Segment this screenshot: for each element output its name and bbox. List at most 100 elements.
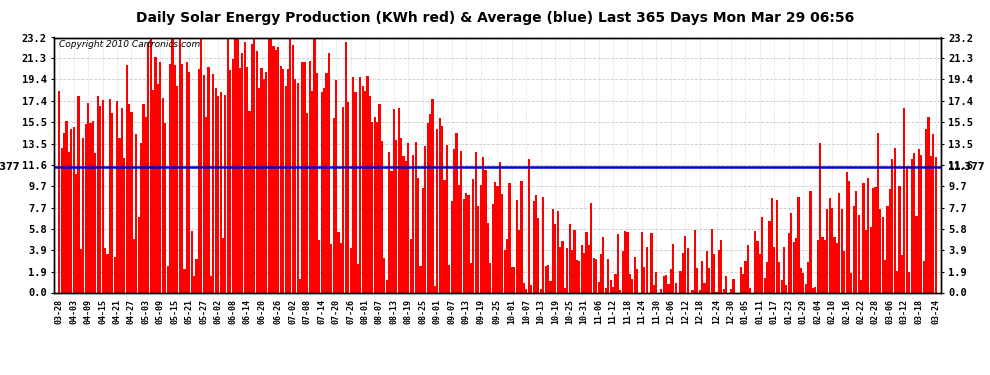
Bar — [862, 183, 864, 292]
Bar — [472, 179, 474, 292]
Bar — [89, 123, 92, 292]
Bar — [499, 162, 501, 292]
Bar — [292, 45, 294, 292]
Bar — [754, 231, 756, 292]
Bar — [665, 275, 667, 292]
Bar — [311, 91, 313, 292]
Bar — [304, 62, 306, 292]
Bar — [852, 206, 855, 292]
Bar — [896, 271, 898, 292]
Bar — [378, 104, 380, 292]
Bar — [771, 198, 773, 292]
Bar — [171, 38, 173, 292]
Bar — [178, 38, 181, 292]
Bar — [217, 96, 219, 292]
Bar — [191, 231, 193, 292]
Bar — [131, 112, 133, 292]
Bar — [903, 108, 906, 292]
Bar — [176, 86, 178, 292]
Bar — [455, 133, 457, 292]
Bar — [369, 96, 371, 292]
Bar — [556, 211, 558, 292]
Bar — [829, 198, 831, 292]
Text: 11.377: 11.377 — [947, 162, 985, 172]
Bar — [610, 280, 612, 292]
Bar — [889, 189, 891, 292]
Bar — [343, 107, 345, 292]
Bar — [475, 152, 477, 292]
Bar — [229, 70, 232, 292]
Bar — [347, 102, 349, 292]
Bar — [244, 42, 246, 292]
Bar — [200, 38, 202, 292]
Bar — [632, 279, 634, 292]
Bar — [872, 188, 874, 292]
Bar — [441, 126, 444, 292]
Bar — [427, 123, 429, 292]
Bar — [143, 104, 145, 292]
Bar — [439, 118, 441, 292]
Bar — [916, 216, 918, 292]
Bar — [349, 248, 351, 292]
Bar — [432, 99, 434, 292]
Bar — [152, 90, 154, 292]
Bar — [351, 76, 354, 292]
Bar — [528, 159, 530, 292]
Bar — [239, 68, 241, 292]
Bar — [82, 138, 84, 292]
Bar — [407, 143, 410, 292]
Bar — [484, 170, 486, 292]
Bar — [106, 254, 109, 292]
Bar — [345, 42, 346, 292]
Bar — [282, 69, 284, 292]
Bar — [457, 185, 460, 292]
Bar — [208, 67, 210, 292]
Bar — [183, 269, 185, 292]
Bar — [267, 38, 270, 292]
Bar — [841, 209, 842, 292]
Bar — [371, 122, 373, 292]
Bar — [234, 38, 236, 292]
Bar — [790, 213, 792, 292]
Bar — [805, 284, 807, 292]
Bar — [410, 239, 412, 292]
Bar — [713, 254, 715, 292]
Bar — [164, 123, 166, 292]
Bar — [670, 268, 672, 292]
Bar — [834, 237, 836, 292]
Bar — [390, 171, 393, 292]
Bar — [58, 91, 60, 292]
Bar — [573, 230, 575, 292]
Bar — [588, 244, 590, 292]
Bar — [810, 191, 812, 292]
Bar — [119, 138, 121, 292]
Bar — [660, 289, 662, 292]
Bar — [650, 233, 652, 292]
Bar — [773, 247, 775, 292]
Bar — [544, 266, 546, 292]
Bar — [644, 267, 645, 292]
Bar — [509, 183, 511, 292]
Bar — [672, 244, 674, 292]
Bar — [227, 38, 229, 292]
Bar — [111, 113, 113, 292]
Bar — [462, 199, 465, 292]
Bar — [92, 121, 94, 292]
Bar — [598, 282, 600, 292]
Bar — [359, 76, 361, 292]
Bar — [222, 238, 224, 292]
Bar — [75, 174, 77, 292]
Bar — [318, 240, 321, 292]
Bar — [559, 247, 561, 292]
Bar — [270, 38, 272, 292]
Bar — [123, 158, 126, 292]
Bar — [220, 92, 222, 292]
Bar — [161, 98, 164, 292]
Bar — [708, 268, 711, 292]
Bar — [740, 267, 742, 292]
Bar — [788, 233, 790, 292]
Bar — [911, 159, 913, 292]
Bar — [128, 104, 130, 292]
Bar — [923, 261, 925, 292]
Bar — [138, 217, 140, 292]
